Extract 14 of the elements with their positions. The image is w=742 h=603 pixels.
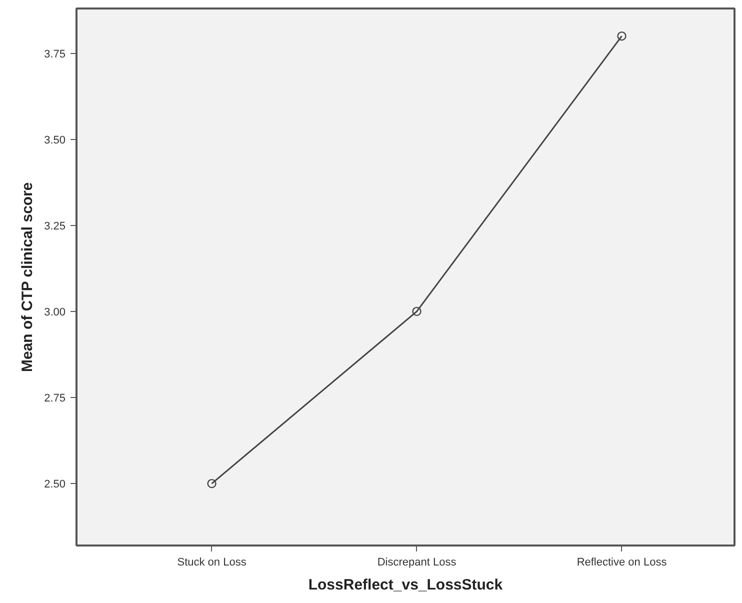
y-tick-label: 3.50	[44, 134, 66, 146]
point	[617, 31, 626, 41]
y-tick-label: 2.75	[44, 392, 66, 404]
x-axis-title: LossReflect_vs_LossStuck	[308, 576, 504, 594]
point	[207, 478, 216, 488]
y-axis-title: Mean of CTP clinical score	[19, 182, 36, 372]
y-tick-label: 3.00	[44, 306, 66, 318]
x-tick-label: Discrepant Loss	[377, 556, 457, 568]
y-tick-label: 2.50	[44, 478, 66, 491]
point	[412, 306, 422, 316]
x-tick-label: Stuck on Loss	[177, 556, 247, 568]
x-tick-label: Reflective on Loss	[576, 556, 668, 568]
y-tick-label: 3.25	[44, 220, 66, 232]
y-tick-label: 3.75	[44, 48, 66, 60]
